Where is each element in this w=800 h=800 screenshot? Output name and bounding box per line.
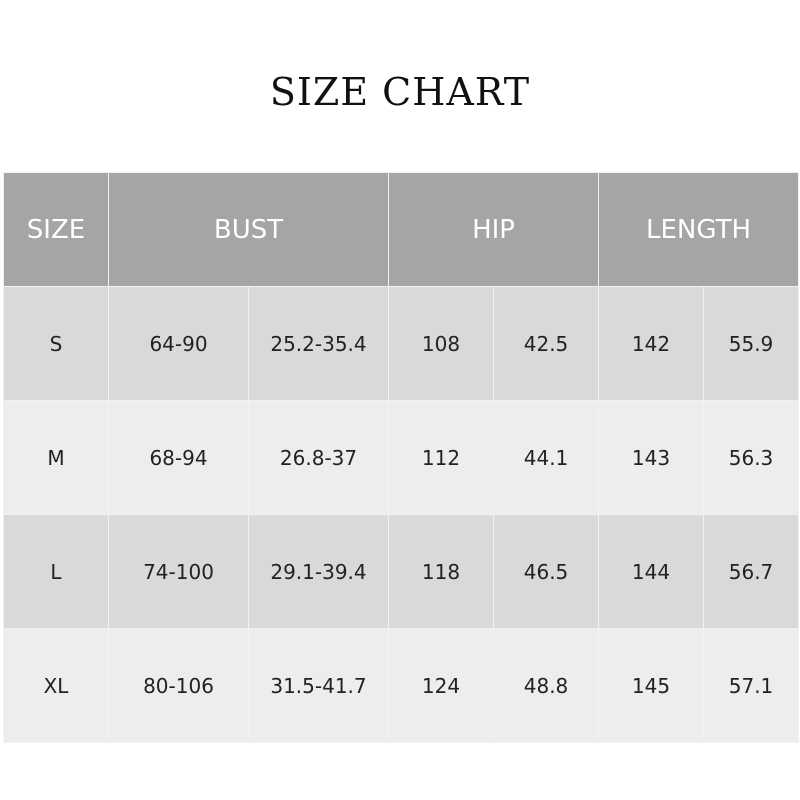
header-length: LENGTH (598, 172, 800, 287)
table-cell: 48.8 (493, 628, 600, 743)
table-row: L 74-100 29.1-39.4 118 46.5 144 56.7 (3, 514, 800, 629)
header-bust: BUST (107, 172, 390, 287)
size-table: SIZE BUST HIP LENGTH S 64-90 25.2-35.4 108 4… (3, 172, 800, 743)
table-cell: 42.5 (493, 286, 600, 401)
table-cell: 112 (388, 400, 495, 515)
table-cell: XL (3, 628, 109, 743)
table-cell: 57.1 (703, 628, 800, 743)
table-cell: M (3, 400, 109, 515)
header-size: SIZE (3, 172, 109, 287)
table-cell: 143 (598, 400, 705, 515)
table-cell: 25.2-35.4 (247, 286, 390, 401)
table-cell: 44.1 (493, 400, 600, 515)
table-cell: 142 (598, 286, 705, 401)
table-cell: 64-90 (108, 286, 249, 401)
table-cell: S (3, 286, 109, 401)
table-cell: 74-100 (108, 514, 249, 629)
table-row: M 68-94 26.8-37 112 44.1 143 56.3 (3, 400, 800, 515)
table-cell: 56.7 (703, 514, 800, 629)
table-cell: 56.3 (703, 400, 800, 515)
table-cell: 55.9 (703, 286, 800, 401)
table-cell: 29.1-39.4 (247, 514, 390, 629)
table-cell: 80-106 (108, 628, 249, 743)
table-cell: 46.5 (493, 514, 600, 629)
header-hip: HIP (388, 172, 600, 287)
table-row: XL 80-106 31.5-41.7 124 48.8 145 57.1 (3, 628, 800, 743)
page-title: SIZE CHART (269, 70, 531, 114)
table-cell: L (3, 514, 109, 629)
table-cell: 124 (388, 628, 495, 743)
table-cell: 68-94 (108, 400, 249, 515)
table-cell: 145 (598, 628, 705, 743)
table-cell: 144 (598, 514, 705, 629)
table-cell: 31.5-41.7 (247, 628, 390, 743)
table-row: S 64-90 25.2-35.4 108 42.5 142 55.9 (3, 286, 800, 401)
table-cell: 108 (388, 286, 495, 401)
table-cell: 118 (388, 514, 495, 629)
table-cell: 26.8-37 (247, 400, 390, 515)
header-row: SIZE BUST HIP LENGTH (3, 172, 800, 287)
